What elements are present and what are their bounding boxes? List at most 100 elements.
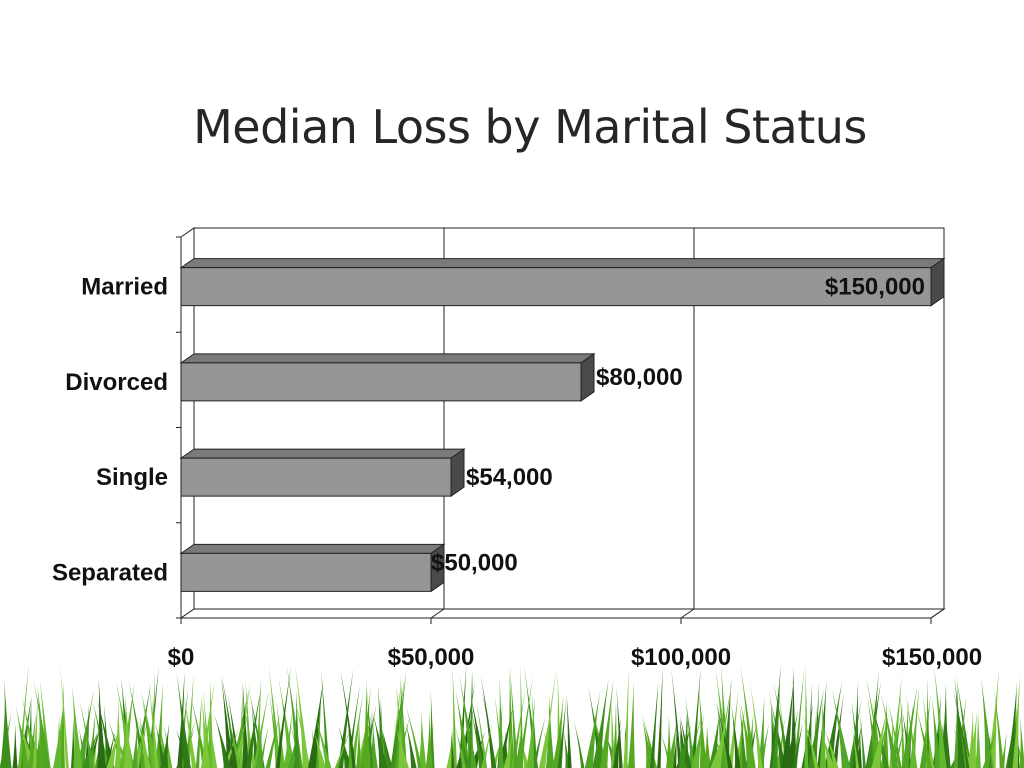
grass-blade [265, 714, 281, 768]
grass-blade [994, 689, 1005, 768]
grass-blade [405, 721, 417, 768]
grass-blade [390, 677, 405, 768]
grass-blade [379, 722, 390, 768]
grass-blade [1000, 732, 1007, 768]
grass-blade [728, 688, 739, 768]
grass-blade [455, 691, 472, 768]
grass-blade [185, 674, 194, 768]
category-label: Divorced [65, 369, 168, 396]
grass-blade [627, 680, 635, 768]
grass-blade [871, 702, 889, 768]
grass-blade [1019, 717, 1024, 768]
bar-separated [179, 543, 446, 593]
grass-blade [286, 666, 303, 768]
bar-top-face [179, 353, 596, 364]
grass-blade [573, 720, 585, 768]
x-tick-label: $100,000 [631, 644, 731, 671]
grass-blade [721, 678, 732, 768]
grass-blade [176, 673, 191, 768]
grass-blade [32, 694, 38, 768]
category-label: Separated [52, 559, 168, 586]
grass-blade [901, 685, 918, 768]
grass-blade [252, 687, 270, 768]
grass-blade [418, 711, 427, 768]
grass-blade [72, 686, 83, 768]
bar-single [179, 448, 466, 498]
data-labels: $150,000 $80,000 $54,000 $50,000 [431, 274, 925, 577]
grass-blade [482, 691, 497, 768]
grass-blade [450, 732, 455, 768]
grass-blade [848, 697, 862, 768]
grass-blade [140, 690, 159, 768]
grass-blade [313, 713, 332, 768]
grass-blade [320, 668, 330, 768]
grass-blade [470, 695, 487, 768]
grass-blade [295, 666, 310, 768]
grass-blade [893, 721, 906, 768]
bar-front-face [180, 362, 582, 402]
grass-blade [498, 677, 504, 768]
grass-blade [294, 698, 311, 768]
grass-blade [888, 702, 902, 768]
grass-blade [373, 714, 388, 768]
grass-blade [131, 718, 138, 768]
grass-blade [366, 689, 374, 768]
grass-blade [770, 699, 787, 768]
grass-blade [163, 722, 173, 768]
bar-married [179, 257, 946, 307]
grass-blade [160, 723, 170, 768]
grass-blade [225, 710, 242, 768]
grass-blade [657, 667, 663, 768]
grass-blade [85, 703, 90, 768]
grass-blade [731, 704, 741, 768]
grass-blade [242, 682, 250, 768]
grass-blade [685, 694, 695, 768]
grass-blade [531, 692, 538, 768]
grass-blade [460, 732, 470, 768]
grass-blade [679, 730, 687, 768]
grass-blade [53, 698, 65, 768]
grass-blade [831, 689, 851, 768]
grass-blade [880, 692, 899, 768]
grass-blade [807, 688, 824, 768]
floor-gridline [930, 608, 945, 619]
grass-blade [2, 679, 12, 768]
grass-blade [649, 680, 659, 768]
grass-blade [338, 725, 352, 768]
bar-top-face [179, 448, 466, 459]
grass-blade [642, 719, 655, 768]
grass-blade [278, 678, 295, 768]
data-label: $80,000 [596, 364, 683, 391]
grass-blade [566, 693, 572, 768]
grass-blade [699, 689, 707, 768]
grass-blade [592, 679, 609, 768]
grass-blade [89, 729, 98, 768]
grass-blade [362, 679, 371, 768]
grass-blade [425, 711, 433, 768]
grass-blade [623, 668, 629, 768]
grass-blade [823, 725, 839, 768]
grass-blade [801, 712, 819, 768]
grass-blade [851, 727, 860, 768]
grass-blade [398, 708, 404, 768]
grass-blade [287, 732, 298, 768]
grass-blade [255, 724, 264, 768]
grass-blade [283, 708, 293, 768]
grass-blade [476, 701, 488, 768]
data-label: $150,000 [825, 274, 925, 301]
grass-blade [405, 705, 422, 768]
grass-blade [909, 685, 920, 768]
grass-blade [986, 732, 992, 768]
grass-blade [740, 702, 755, 768]
grass-blade [975, 710, 981, 768]
category-label: Married [81, 274, 168, 301]
grass-blade [221, 678, 234, 768]
slide-title: Median Loss by Marital Status [193, 100, 867, 154]
floor [179, 608, 946, 619]
grass-blade [856, 730, 862, 768]
grass-blade [967, 711, 978, 768]
grass-blade [708, 708, 721, 768]
grass-blade [545, 694, 555, 768]
grass-blade [824, 681, 843, 768]
grass-blade [268, 665, 282, 768]
